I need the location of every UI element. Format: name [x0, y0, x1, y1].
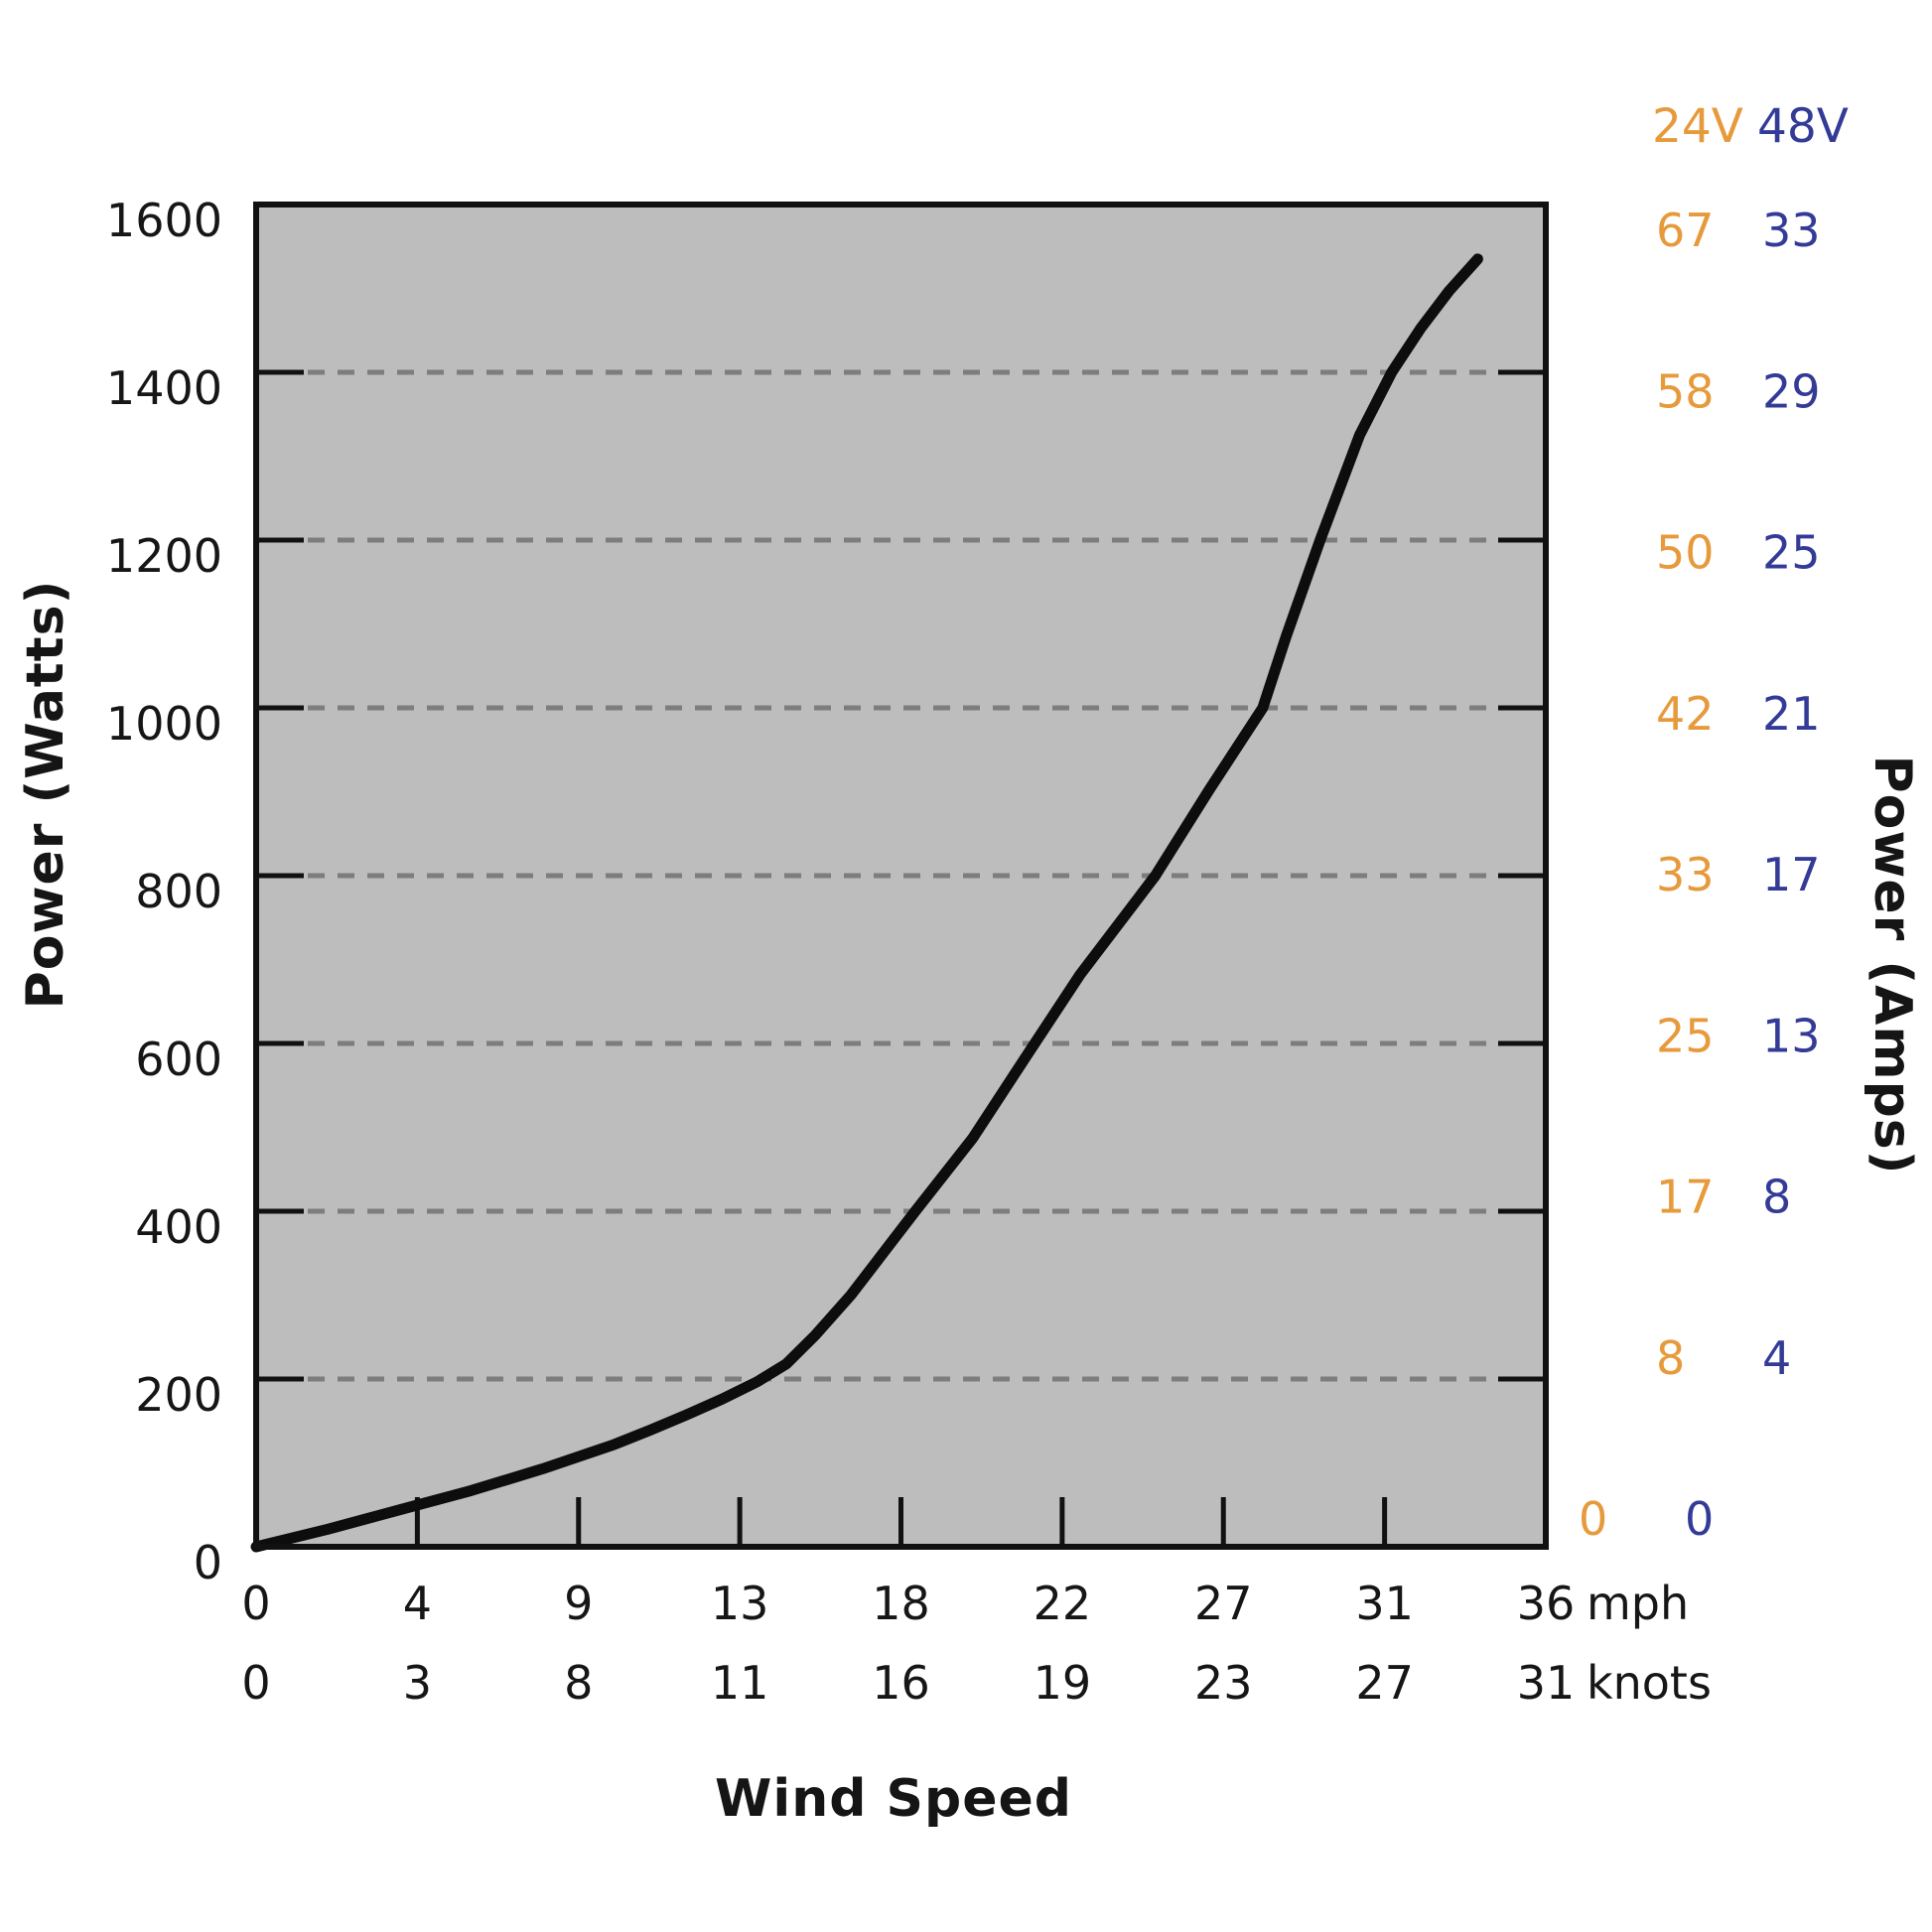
knots-tick-label: 11: [711, 1656, 769, 1710]
amp-24v-value: 42: [1656, 687, 1715, 741]
amp-48v-value: 21: [1762, 687, 1821, 741]
amp-48v-value: 13: [1762, 1009, 1821, 1062]
mph-tick-label: 9: [564, 1577, 593, 1630]
voltage-header-24v: 24V: [1652, 99, 1743, 154]
knots-tick-label: 8: [564, 1656, 593, 1710]
amp-24v-value: 33: [1656, 848, 1715, 901]
mph-tick-label: 27: [1194, 1577, 1253, 1630]
watt-axis-label: 1600: [106, 194, 222, 247]
mph-unit-label: mph: [1587, 1577, 1689, 1630]
power-curve: [250, 253, 1483, 1553]
watt-axis-label: 800: [135, 865, 222, 918]
x-axis-title-wind-speed: Wind Speed: [715, 1769, 1072, 1829]
knots-tick-label: 3: [403, 1656, 432, 1710]
amp-48v-value: 8: [1762, 1171, 1791, 1224]
amp-48v-value: 25: [1762, 526, 1821, 580]
knots-tick-label: 27: [1355, 1656, 1414, 1710]
watt-axis-label: 1400: [106, 361, 222, 415]
knots-tick-label: 0: [241, 1656, 270, 1710]
watt-axis-label: 1200: [106, 529, 222, 583]
knots-tick-label: 23: [1194, 1656, 1253, 1710]
plot-border: [253, 202, 1549, 1550]
knots-tick-label: 31: [1517, 1656, 1576, 1710]
right-axis-title-power-amps: Power (Amps): [1863, 755, 1922, 1175]
amp-24v-value: 58: [1656, 364, 1715, 418]
amp-48v-value: 29: [1762, 364, 1821, 418]
amp-24v-value: 50: [1656, 526, 1715, 580]
amp-24v-value: 25: [1656, 1009, 1715, 1062]
mph-tick-label: 4: [403, 1577, 432, 1630]
mph-tick-label: 31: [1355, 1577, 1414, 1630]
left-axis-title-power-watts: Power (Watts): [16, 579, 75, 1010]
amp-48v-value: 4: [1762, 1331, 1791, 1385]
amp-48v-value: 33: [1762, 204, 1821, 257]
amp-24v-value: 17: [1656, 1171, 1715, 1224]
amp-48v-value: 17: [1762, 848, 1821, 901]
mph-tick-label: 18: [872, 1577, 930, 1630]
knots-tick-label: 19: [1034, 1656, 1092, 1710]
watt-axis-label: 200: [135, 1368, 222, 1422]
mph-tick-label: 22: [1034, 1577, 1092, 1630]
amp-24v-value: 67: [1656, 204, 1715, 257]
watt-axis-label: 1000: [106, 697, 222, 751]
amp-48v-value: 0: [1685, 1492, 1714, 1546]
watt-axis-label: 600: [135, 1033, 222, 1086]
knots-tick-label: 16: [872, 1656, 930, 1710]
watt-axis-label: 0: [194, 1536, 222, 1589]
amp-24v-value: 8: [1656, 1331, 1685, 1385]
voltage-header-48v: 48V: [1757, 99, 1849, 154]
mph-tick-label: 13: [711, 1577, 769, 1630]
mph-tick-label: 36: [1517, 1577, 1576, 1630]
mph-tick-label: 0: [241, 1577, 270, 1630]
knots-unit-label: knots: [1587, 1656, 1712, 1710]
watt-axis-label: 400: [135, 1200, 222, 1254]
amp-24v-value: 0: [1579, 1492, 1607, 1546]
